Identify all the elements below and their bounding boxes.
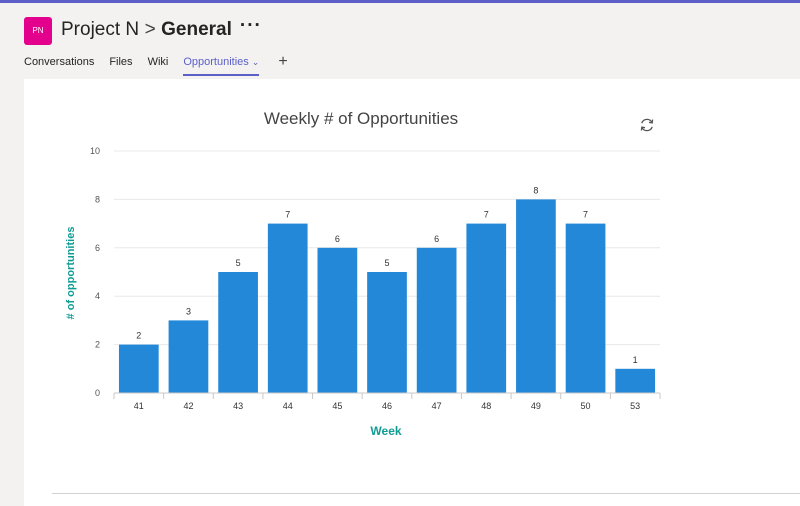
channel-title: Project N > General ···	[61, 15, 262, 45]
data-label: 7	[285, 210, 290, 220]
x-tick-label: 46	[382, 401, 392, 411]
x-tick-label: 41	[134, 401, 144, 411]
content-divider	[52, 493, 800, 494]
x-tick-label: 48	[481, 401, 491, 411]
bar-week-46[interactable]	[367, 272, 407, 393]
x-axis-title: Week	[370, 424, 401, 438]
data-label: 3	[186, 306, 191, 316]
x-tick-label: 49	[531, 401, 541, 411]
bar-week-45[interactable]	[317, 247, 358, 393]
channel-name[interactable]: General	[161, 19, 232, 40]
bar-week-43[interactable]	[218, 272, 258, 393]
y-tick-label: 10	[90, 146, 100, 156]
data-label: 6	[434, 234, 439, 244]
tab-conversations[interactable]: Conversations	[24, 54, 94, 74]
x-tick-label: 50	[581, 401, 591, 411]
add-tab-plus-icon[interactable]: +	[278, 53, 288, 70]
tab-content-panel	[24, 79, 800, 506]
chart-title: Weekly # of Opportunities	[264, 109, 458, 128]
app-top-accent-bar	[0, 0, 800, 3]
tab-label: Wiki	[147, 56, 169, 68]
y-axis-title: # of opportunities	[65, 227, 77, 320]
data-label: 1	[633, 355, 638, 365]
x-tick-label: 53	[630, 401, 640, 411]
bar-week-53[interactable]	[615, 368, 656, 393]
y-tick-label: 2	[95, 340, 100, 350]
data-label: 8	[533, 185, 538, 195]
data-label: 5	[236, 258, 241, 268]
team-avatar[interactable]: PN	[24, 17, 52, 45]
tab-label: Files	[109, 56, 133, 68]
x-axis: 41 42 43 44 45 46 47 48 49 50 53	[113, 392, 661, 411]
x-tick-label: 45	[332, 401, 342, 411]
y-tick-label: 6	[95, 243, 100, 253]
x-tick-label: 47	[432, 401, 442, 411]
tab-files[interactable]: Files	[109, 54, 132, 74]
bar-week-47[interactable]	[416, 247, 457, 393]
channel-header: PN Project N > General ··· Conversations Fi…	[0, 3, 800, 79]
tab-opportunities[interactable]: Opportunities ⌄	[183, 54, 260, 76]
y-axis-ticks: 0 2 4 6 8 10	[90, 146, 100, 398]
bar-week-44[interactable]	[267, 223, 308, 393]
y-tick-label: 0	[95, 388, 100, 398]
tab-wiki[interactable]: Wiki	[148, 54, 169, 74]
refresh-icon[interactable]	[638, 116, 656, 134]
bar-week-48[interactable]	[466, 223, 507, 393]
y-tick-label: 8	[95, 194, 100, 204]
data-label: 2	[136, 331, 141, 341]
more-options-icon[interactable]: ···	[239, 15, 262, 36]
tab-label: Conversations	[24, 56, 95, 68]
bar-week-41[interactable]	[118, 344, 159, 393]
x-tick-label: 44	[283, 401, 293, 411]
tab-label: Opportunities	[183, 56, 249, 68]
opportunities-bar-chart: Weekly # of Opportunities # of opportuni…	[65, 109, 661, 438]
chevron-down-icon[interactable]: ⌄	[251, 57, 260, 67]
x-tick-label: 43	[233, 401, 243, 411]
data-label: 7	[484, 210, 489, 220]
data-label: 6	[335, 234, 340, 244]
chart-bars	[118, 199, 656, 393]
y-tick-label: 4	[95, 291, 100, 301]
bar-week-42[interactable]	[168, 320, 209, 393]
breadcrumb-separator: >	[144, 19, 156, 40]
team-name[interactable]: Project N	[61, 19, 140, 40]
bar-week-49[interactable]	[516, 199, 556, 393]
channel-tabs: Conversations Files Wiki Opportunities ⌄ …	[24, 53, 288, 76]
data-label: 7	[583, 210, 588, 220]
bar-week-50[interactable]	[565, 223, 606, 393]
x-tick-label: 42	[183, 401, 193, 411]
data-label: 5	[384, 258, 389, 268]
chart-data-labels: 2 3 5 7 6 5 6 7 8 7 1	[136, 185, 637, 364]
